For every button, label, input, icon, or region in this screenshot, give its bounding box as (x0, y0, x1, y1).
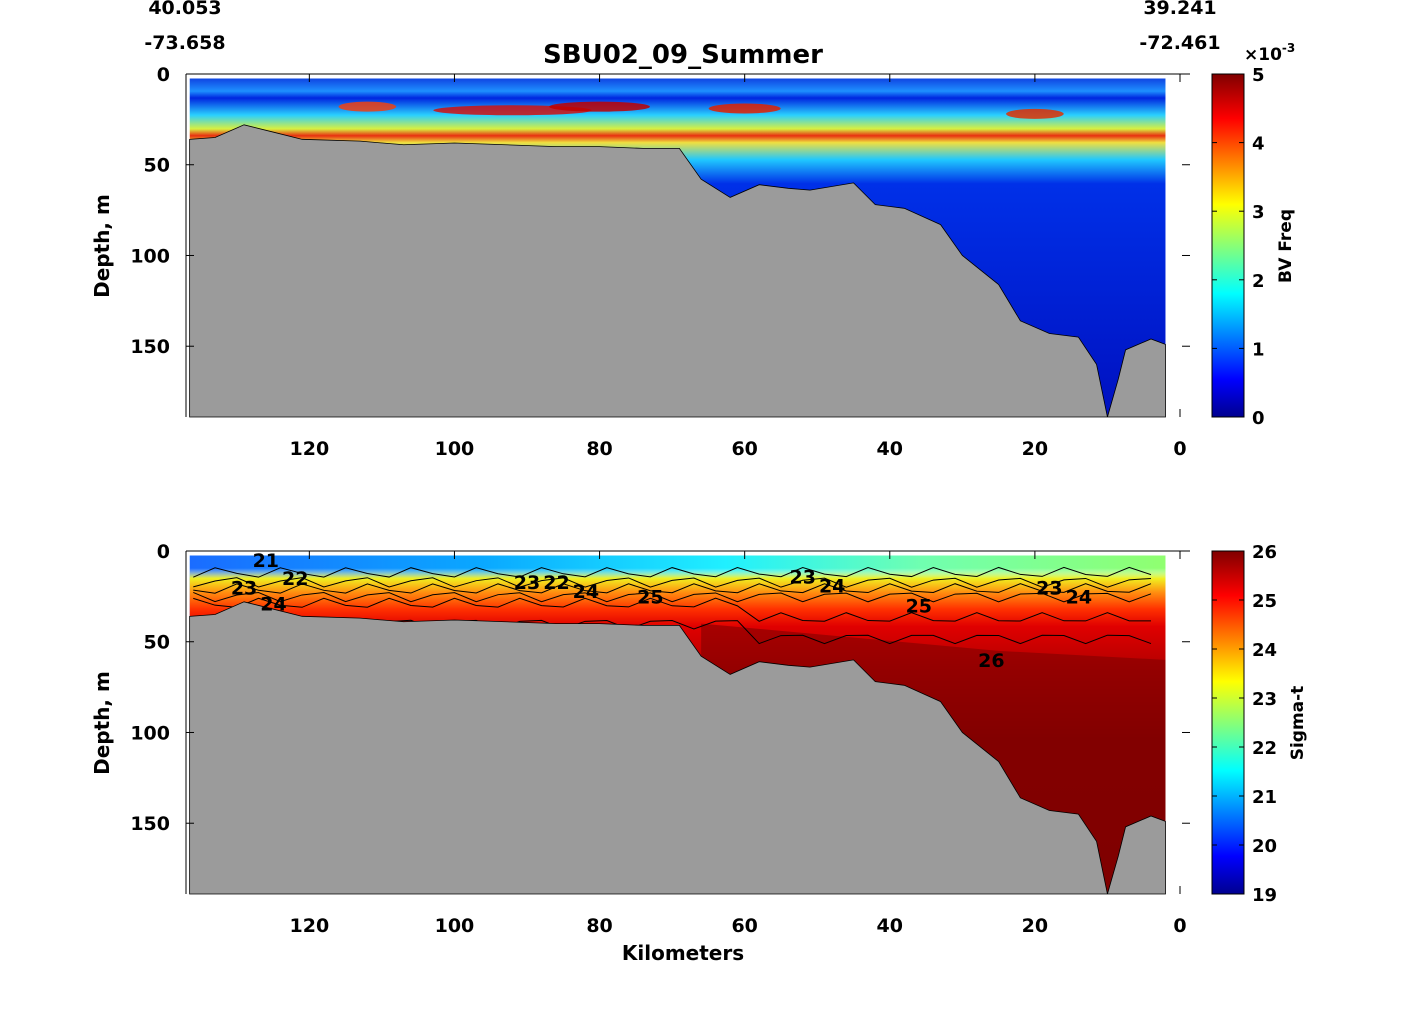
high-bv-patch (1006, 108, 1064, 119)
contour-label: 22 (543, 572, 569, 594)
exponent-power: -3 (1282, 41, 1295, 55)
colorbar-tick-label: 21 (1252, 787, 1277, 808)
x-axis-label: Kilometers (622, 941, 744, 965)
x-tick-label: 100 (435, 915, 475, 937)
x-tick-label: 120 (290, 438, 330, 460)
colorbar-tick-label: 5 (1252, 65, 1265, 86)
x-tick-label: 40 (877, 915, 903, 937)
seafloor-bathymetry (189, 124, 1166, 418)
contour-label: 24 (260, 594, 286, 616)
colorbar-label-sigma: Sigma-t (1288, 686, 1308, 761)
x-tick-label: 100 (435, 438, 475, 460)
seafloor-bathymetry (189, 601, 1166, 895)
y-tick-label: 0 (157, 541, 170, 563)
colorbar-tick-label: 22 (1252, 738, 1277, 759)
contour-label: 25 (637, 586, 663, 608)
y-tick-label: 100 (130, 245, 170, 267)
x-tick-label: 80 (586, 915, 612, 937)
high-bv-patch (338, 101, 397, 112)
right-latitude: 39.241 (1143, 0, 1216, 19)
x-tick-label: 60 (731, 915, 757, 937)
x-tick-label: 60 (731, 438, 757, 460)
contour-label: 23 (1036, 577, 1062, 599)
x-tick-label: 40 (877, 438, 903, 460)
y-tick-label: 50 (144, 632, 170, 654)
colorbar-tick-label: 1 (1252, 339, 1265, 360)
contour-label: 21 (253, 550, 279, 572)
x-tick-label: 0 (1173, 915, 1186, 937)
contour-label: 24 (819, 575, 845, 597)
high-bv-patch (708, 103, 781, 114)
colorbar-tick-label: 23 (1252, 689, 1277, 710)
left-longitude: -73.658 (144, 32, 225, 54)
x-tick-label: 20 (1022, 438, 1048, 460)
contour-line (193, 591, 1152, 603)
x-tick-label: 80 (586, 438, 612, 460)
contour-line (193, 597, 1151, 622)
contour-label: 25 (906, 595, 932, 617)
contour-line (193, 583, 1152, 594)
high-bv-patch (549, 101, 650, 112)
right-longitude: -72.461 (1139, 32, 1220, 54)
bv-freq-panel: 120 100 80 60 40 20 0 0 50 100 150 0 1 2 3 4 5 (130, 64, 1264, 460)
colorbar (1211, 73, 1245, 418)
colorbar-label-bv: BV Freq (1276, 209, 1296, 283)
y-axis-label-bottom: Depth, m (90, 671, 114, 775)
contour-label: 22 (282, 568, 308, 590)
chart-title: SBU02_09_Summer (543, 40, 823, 70)
colorbar-tick-label: 19 (1252, 885, 1277, 906)
colorbar-tick-label: 24 (1252, 640, 1277, 661)
contour-label: 24 (1066, 586, 1092, 608)
x-tick-label: 0 (1173, 438, 1186, 460)
x-tick-label: 20 (1022, 915, 1048, 937)
contour-label: 23 (789, 566, 815, 588)
contour-line (193, 566, 1152, 578)
colorbar-exponent: ×10-3 (1244, 41, 1295, 65)
colorbar-tick-label: 2 (1252, 271, 1265, 292)
y-axis-label-top: Depth, m (90, 194, 114, 298)
colorbar-tick-label: 3 (1252, 202, 1265, 223)
y-tick-label: 150 (130, 813, 170, 835)
colorbar-tick-label: 20 (1252, 836, 1277, 857)
left-latitude: 40.053 (148, 0, 221, 19)
y-tick-label: 150 (130, 336, 170, 358)
colorbar-tick-label: 0 (1252, 408, 1265, 429)
contour-label: 23 (231, 577, 257, 599)
colorbar-tick-label: 26 (1252, 542, 1277, 563)
colorbar-tick-label: 4 (1252, 134, 1265, 155)
y-tick-label: 0 (157, 64, 170, 86)
contour-label: 26 (978, 650, 1004, 672)
contour-line (193, 577, 1152, 588)
y-tick-label: 50 (144, 155, 170, 177)
y-tick-label: 100 (130, 722, 170, 744)
colorbar (1211, 550, 1245, 895)
x-tick-label: 120 (290, 915, 330, 937)
exponent-base: ×10 (1244, 45, 1282, 65)
contour-label: 23 (514, 572, 540, 594)
colorbar-tick-label: 25 (1252, 591, 1277, 612)
contour-label: 24 (573, 581, 599, 603)
